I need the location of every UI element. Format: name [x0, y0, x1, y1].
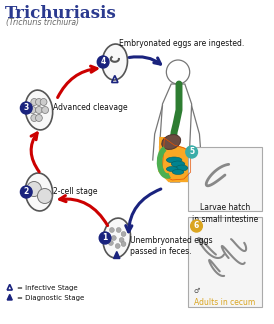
Text: Unembryonated eggs
passed in feces.: Unembryonated eggs passed in feces. — [130, 236, 213, 256]
Text: ♀: ♀ — [194, 225, 199, 231]
Text: 2: 2 — [24, 188, 29, 196]
Circle shape — [112, 236, 116, 240]
FancyBboxPatch shape — [188, 217, 262, 307]
Text: Adults in cecum: Adults in cecum — [194, 298, 255, 307]
Text: Trichuriasis: Trichuriasis — [5, 5, 117, 22]
Circle shape — [97, 56, 109, 68]
Text: 5: 5 — [189, 147, 194, 156]
Ellipse shape — [166, 167, 178, 171]
Circle shape — [31, 114, 38, 122]
Ellipse shape — [25, 173, 53, 211]
Circle shape — [21, 186, 32, 198]
Circle shape — [36, 114, 42, 122]
Text: 6: 6 — [194, 222, 199, 230]
Ellipse shape — [103, 218, 130, 258]
Text: = Infective Stage: = Infective Stage — [16, 285, 77, 291]
Text: ♂: ♂ — [194, 288, 200, 294]
Text: Larvae hatch
in small intestine: Larvae hatch in small intestine — [192, 203, 258, 224]
Text: 3: 3 — [24, 103, 29, 112]
Text: Embryonated eggs are ingested.: Embryonated eggs are ingested. — [119, 39, 244, 48]
Ellipse shape — [172, 169, 184, 175]
Circle shape — [109, 240, 113, 246]
Polygon shape — [162, 138, 191, 180]
Polygon shape — [7, 295, 12, 300]
Circle shape — [121, 241, 126, 247]
Text: Advanced cleavage: Advanced cleavage — [53, 102, 127, 111]
Ellipse shape — [166, 157, 182, 163]
Ellipse shape — [102, 44, 127, 80]
Circle shape — [40, 98, 47, 106]
Ellipse shape — [176, 165, 188, 171]
FancyBboxPatch shape — [188, 147, 262, 211]
Circle shape — [99, 232, 111, 244]
Circle shape — [121, 232, 126, 237]
Circle shape — [31, 98, 38, 106]
Ellipse shape — [25, 90, 53, 130]
Text: = Diagnostic Stage: = Diagnostic Stage — [16, 295, 84, 301]
Circle shape — [109, 227, 114, 233]
Circle shape — [119, 237, 124, 242]
Text: 2-cell stage: 2-cell stage — [53, 188, 97, 196]
Circle shape — [36, 98, 42, 106]
Polygon shape — [114, 251, 120, 259]
Circle shape — [186, 146, 198, 158]
Circle shape — [191, 220, 202, 232]
Ellipse shape — [162, 134, 181, 149]
Circle shape — [115, 244, 120, 249]
Circle shape — [42, 107, 48, 113]
Circle shape — [116, 227, 121, 233]
Circle shape — [21, 102, 32, 114]
Circle shape — [29, 107, 36, 113]
Ellipse shape — [171, 161, 185, 167]
Circle shape — [38, 189, 52, 203]
Text: (Trichuris trichiura): (Trichuris trichiura) — [6, 18, 79, 27]
Circle shape — [27, 181, 41, 196]
Text: 1: 1 — [102, 234, 108, 242]
Circle shape — [36, 107, 42, 113]
Text: 4: 4 — [101, 57, 106, 66]
